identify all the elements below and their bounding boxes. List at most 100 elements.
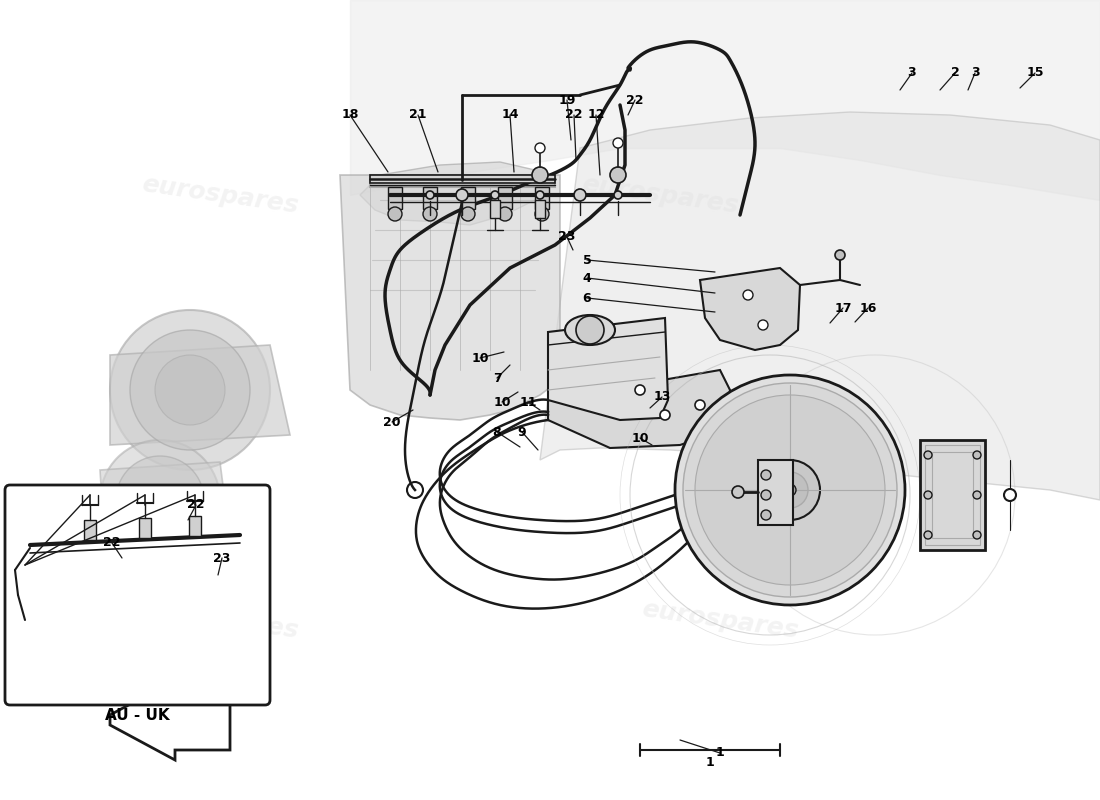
Text: AU - UK: AU - UK [104,707,169,722]
Circle shape [535,207,549,221]
Bar [388,187,401,209]
Text: eurospares: eurospares [140,172,300,218]
Text: 6: 6 [583,291,592,305]
Text: 8: 8 [493,426,502,438]
Circle shape [110,310,270,470]
Circle shape [1004,489,1016,501]
Polygon shape [548,318,668,420]
Circle shape [974,491,981,499]
Polygon shape [700,268,800,350]
Circle shape [614,191,622,199]
Text: 22: 22 [103,537,121,550]
Bar [370,175,556,183]
Bar [758,460,793,525]
Text: 1: 1 [716,746,725,759]
Bar [189,516,201,536]
Polygon shape [540,112,1100,500]
Circle shape [761,470,771,480]
Bar [535,200,544,218]
Text: 3: 3 [970,66,979,79]
Circle shape [70,530,170,630]
Circle shape [535,143,544,153]
Circle shape [695,395,886,585]
Circle shape [924,491,932,499]
Circle shape [695,400,705,410]
Text: 4: 4 [583,271,592,285]
Circle shape [835,250,845,260]
Circle shape [610,167,626,183]
Text: 10: 10 [493,395,510,409]
Circle shape [758,320,768,330]
Text: 1: 1 [705,757,714,770]
Text: 22: 22 [626,94,644,106]
Bar [84,520,96,540]
Circle shape [498,207,512,221]
Circle shape [924,451,932,459]
Circle shape [576,316,604,344]
Text: 9: 9 [518,426,526,438]
Circle shape [635,385,645,395]
Circle shape [388,207,401,221]
Text: eurospares: eurospares [140,597,300,643]
Text: 7: 7 [493,371,502,385]
Circle shape [536,191,544,199]
Circle shape [732,486,744,498]
Bar [535,187,549,209]
Circle shape [456,189,468,201]
Circle shape [491,191,499,199]
Text: eurospares: eurospares [640,597,800,643]
Circle shape [974,531,981,539]
Text: 14: 14 [502,109,519,122]
Text: 18: 18 [341,109,359,122]
Circle shape [660,410,670,420]
Text: 19: 19 [559,94,575,106]
Text: 23: 23 [559,230,575,243]
Text: 23: 23 [213,551,231,565]
Text: 17: 17 [834,302,851,314]
Bar [461,187,475,209]
Bar [424,187,437,209]
Circle shape [761,490,771,500]
Circle shape [461,207,475,221]
Text: 10: 10 [631,431,649,445]
FancyBboxPatch shape [6,485,270,705]
Text: 21: 21 [409,109,427,122]
Text: 2: 2 [950,66,959,79]
Circle shape [424,207,437,221]
Bar [490,200,500,218]
Circle shape [742,290,754,300]
Circle shape [772,472,808,508]
Circle shape [100,440,220,560]
Circle shape [574,189,586,201]
Text: 22: 22 [565,109,583,122]
Text: 20: 20 [383,415,400,429]
Bar [498,187,512,209]
Polygon shape [110,345,290,445]
Circle shape [784,484,796,496]
Circle shape [760,460,820,520]
Polygon shape [100,462,230,548]
Bar [370,175,556,187]
Circle shape [155,355,226,425]
Text: 13: 13 [653,390,671,403]
Circle shape [675,375,905,605]
Circle shape [426,191,434,199]
Ellipse shape [565,315,615,345]
Bar [925,445,980,545]
Text: eurospares: eurospares [580,172,740,218]
Bar [920,440,984,550]
Text: 5: 5 [583,254,592,266]
Circle shape [974,451,981,459]
Polygon shape [340,175,560,420]
Text: 12: 12 [587,109,605,122]
Circle shape [761,510,771,520]
Circle shape [116,456,204,544]
Text: 16: 16 [859,302,877,314]
Circle shape [613,138,623,148]
Circle shape [924,531,932,539]
Circle shape [683,383,896,597]
Bar [139,518,151,538]
Polygon shape [548,370,730,448]
Text: 22: 22 [187,498,205,511]
Polygon shape [360,162,544,225]
